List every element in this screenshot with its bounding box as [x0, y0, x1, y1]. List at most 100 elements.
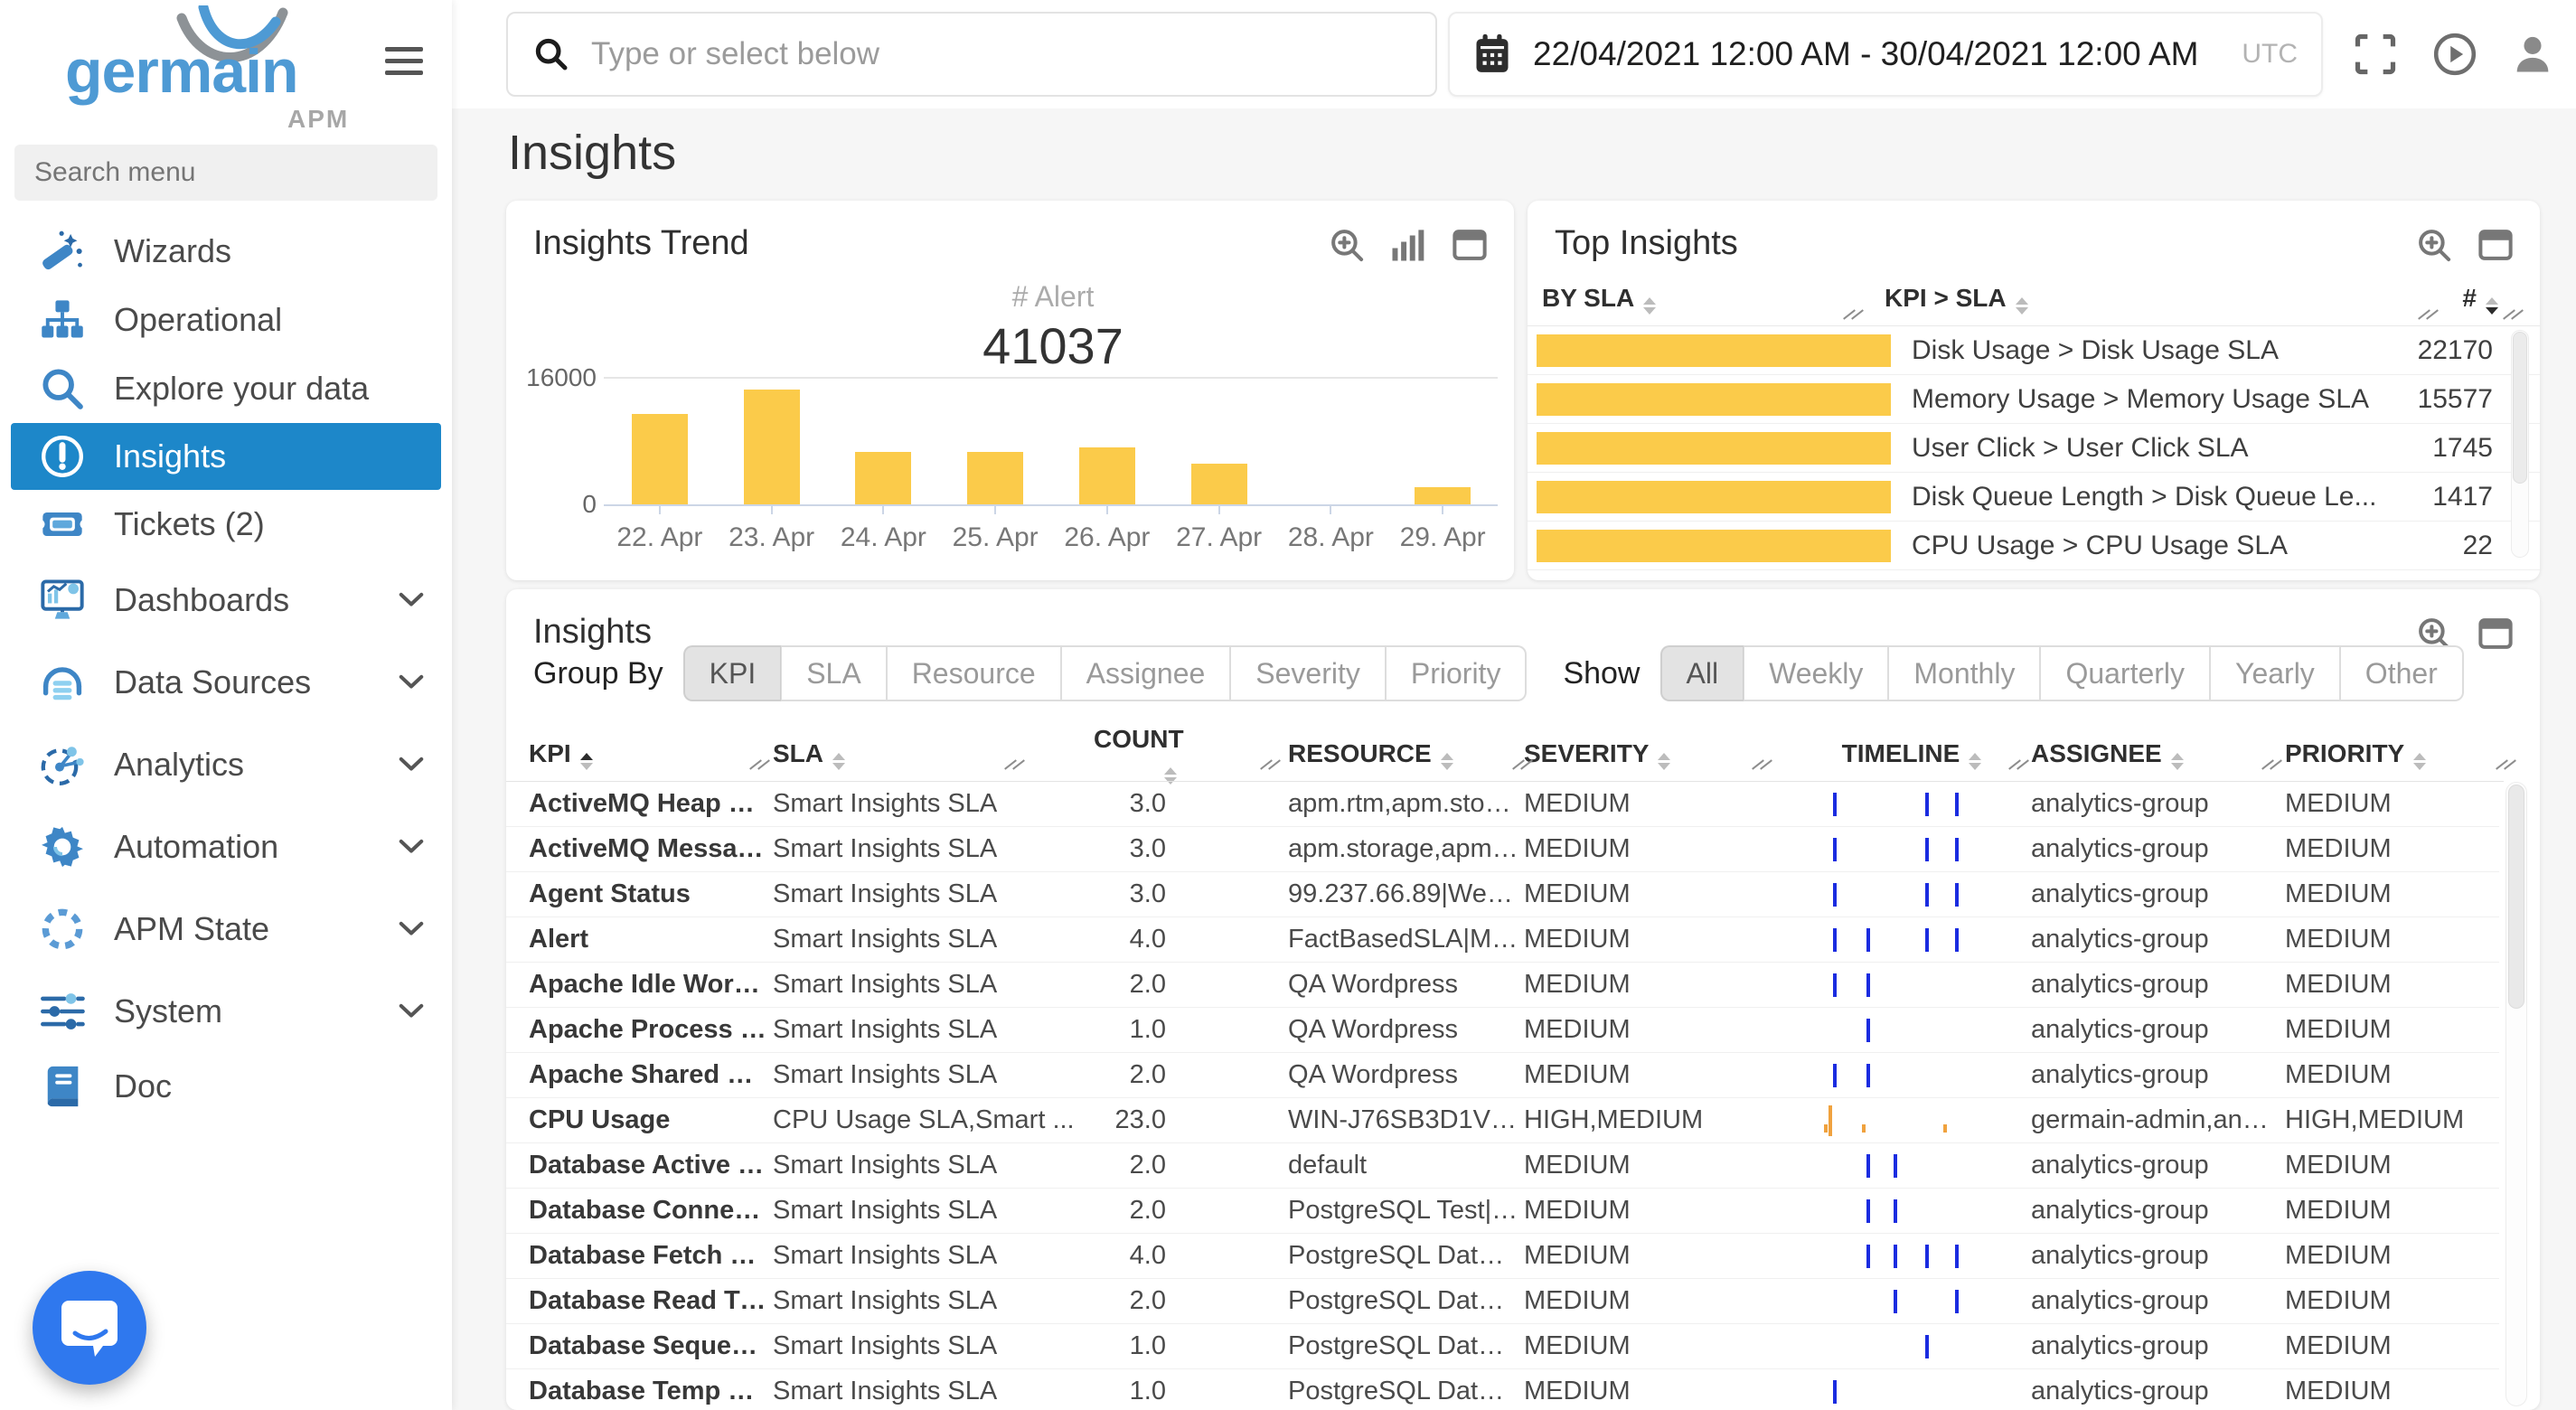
user-profile-icon[interactable] [2509, 31, 2556, 78]
table-row[interactable]: Agent Status Smart Insights SLA 3.0 99.237.… [506, 872, 2499, 917]
sidebar-item-operational[interactable]: Operational [0, 286, 452, 354]
sidebar-item-automation[interactable]: Automation [0, 805, 452, 888]
cell-count: 1.0 [1129, 1015, 1166, 1044]
sidebar-item-insights[interactable]: Insights [11, 423, 441, 490]
bar-26-apr[interactable] [1078, 447, 1135, 504]
group-by-kpi[interactable]: KPI [682, 645, 782, 701]
column-resize-handle[interactable] [1751, 757, 1774, 773]
bar-25-apr[interactable] [967, 452, 1024, 504]
table-row[interactable]: Apache Process CountSmart Insights SLA 1.… [506, 1008, 2499, 1053]
window-icon[interactable] [1451, 226, 1489, 264]
column-header-count[interactable]: # [2462, 284, 2498, 315]
bar-29-apr[interactable] [1415, 487, 1471, 504]
bar-22-apr[interactable] [631, 414, 688, 504]
sidebar-search-input[interactable] [14, 145, 437, 201]
chat-launcher-button[interactable] [33, 1271, 146, 1385]
column-resize-handle[interactable] [2007, 757, 2031, 773]
group-by-priority[interactable]: Priority [1385, 645, 1528, 701]
top-insight-row[interactable]: CPU Usage > CPU Usage SLA 22 [1528, 522, 2540, 570]
column-resize-handle[interactable] [2495, 757, 2518, 773]
table-row[interactable]: Alert Smart Insights SLA 4.0 FactBasedSLA|M… [506, 917, 2499, 963]
sidebar-item-system[interactable]: System [0, 970, 452, 1052]
global-search-input[interactable] [591, 36, 1410, 72]
timeline-mark [1894, 1244, 1897, 1268]
column-header-priority[interactable]: PRIORITY [2279, 739, 2487, 770]
column-resize-handle[interactable] [1842, 307, 1866, 323]
show-all[interactable]: All [1659, 645, 1744, 701]
fullscreen-icon[interactable] [2352, 31, 2399, 78]
scrollbar-thumb[interactable] [2508, 785, 2524, 1009]
table-row[interactable]: CPU Usage CPU Usage SLA,Smart ... 23.0 WIN-… [506, 1098, 2499, 1143]
column-resize-handle[interactable] [1003, 757, 1027, 773]
column-resize-handle[interactable] [748, 757, 772, 773]
bar-23-apr[interactable] [743, 390, 800, 504]
hamburger-menu-icon[interactable] [385, 47, 423, 82]
table-row[interactable]: Database ConnectionsSmart Insights SLA 2.… [506, 1189, 2499, 1234]
scrollbar-thumb[interactable] [2513, 332, 2527, 484]
column-resize-handle[interactable] [2502, 307, 2525, 323]
window-icon[interactable] [2477, 615, 2515, 653]
column-header-assignee[interactable]: ASSIGNEE [2025, 739, 2279, 770]
chart-bars-icon[interactable] [1389, 226, 1427, 264]
group-by-severity[interactable]: Severity [1230, 645, 1386, 701]
sidebar-item-analytics[interactable]: Analytics [0, 723, 452, 805]
group-by-resource[interactable]: Resource [886, 645, 1061, 701]
table-row[interactable]: ActiveMQ Message B...Smart Insights SLA 3… [506, 827, 2499, 872]
column-header-sla[interactable]: SLA [773, 739, 1094, 770]
x-tick [939, 506, 1051, 514]
column-header-by-sla[interactable]: BY SLA [1542, 284, 1657, 315]
column-resize-handle[interactable] [1259, 757, 1283, 773]
table-row[interactable]: Database Fetch Rate Smart Insights SLA 4.0… [506, 1234, 2499, 1279]
column-header-timeline[interactable]: TIMELINE [1799, 739, 2025, 770]
table-row[interactable]: Database Read Time Smart Insights SLA 2.0 P… [506, 1279, 2499, 1324]
window-icon[interactable] [2477, 226, 2515, 264]
group-by-sla[interactable]: SLA [781, 645, 887, 701]
table-row[interactable]: ActiveMQ Heap UsageSmart Insights SLA 3.0… [506, 782, 2499, 827]
global-search-box[interactable] [506, 12, 1437, 97]
zoom-in-icon[interactable] [1328, 226, 1366, 264]
timeline-mark [1954, 1289, 1959, 1313]
show-other[interactable]: Other [2339, 645, 2464, 701]
play-icon[interactable] [2431, 31, 2478, 78]
cell-priority: MEDIUM [2285, 879, 2392, 908]
sidebar-item-wizards[interactable]: Wizards [0, 217, 452, 286]
sidebar-item-explore-your-data[interactable]: Explore your data [0, 354, 452, 423]
cell-priority: MEDIUM [2285, 1196, 2392, 1225]
top-insight-row[interactable]: Disk Queue Length > Disk Queue Le... 1417 [1528, 473, 2540, 522]
table-row[interactable]: Database Temp Writ...Smart Insights SLA 1… [506, 1369, 2499, 1410]
table-row[interactable]: Database Active Ses...Smart Insights SLA… [506, 1143, 2499, 1189]
column-header-resource[interactable]: RESOURCE [1184, 739, 1518, 770]
top-insight-row[interactable]: User Click > User Click SLA 1745 [1528, 424, 2540, 473]
sidebar-item-tickets-2[interactable]: Tickets (2) [0, 490, 452, 559]
column-resize-handle[interactable] [1511, 757, 1535, 773]
column-resize-handle[interactable] [2261, 757, 2284, 773]
sidebar-item-apm-state[interactable]: APM State [0, 888, 452, 970]
show-weekly[interactable]: Weekly [1744, 645, 1889, 701]
bar-24-apr[interactable] [855, 452, 912, 504]
column-header-kpi-sla[interactable]: KPI > SLA [1885, 284, 2028, 315]
top-insight-row[interactable]: Memory Usage > Memory Usage SLA 15577 [1528, 375, 2540, 424]
column-header-kpi[interactable]: KPI [529, 739, 773, 770]
show-yearly[interactable]: Yearly [2210, 645, 2340, 701]
top-insights-scrollbar[interactable] [2511, 330, 2529, 558]
zoom-in-icon[interactable] [2415, 226, 2453, 264]
sidebar-item-dashboards[interactable]: Dashboards [0, 559, 452, 641]
top-insight-row[interactable]: Disk Usage > Disk Usage SLA 22170 [1528, 326, 2540, 375]
bar-27-apr[interactable] [1190, 464, 1247, 504]
cell-sla: Smart Insights SLA [773, 970, 998, 999]
column-header-severity[interactable]: SEVERITY [1518, 739, 1799, 770]
show-monthly[interactable]: Monthly [1888, 645, 2041, 701]
table-row[interactable]: Apache Shared Mem...Smart Insights SLA 2.… [506, 1053, 2499, 1098]
group-by-assignee[interactable]: Assignee [1060, 645, 1231, 701]
show-quarterly[interactable]: Quarterly [2040, 645, 2211, 701]
table-scrollbar[interactable] [2505, 782, 2527, 1406]
date-range-picker[interactable]: 22/04/2021 12:00 AM - 30/04/2021 12:00 A… [1448, 12, 2323, 97]
sidebar-item-data-sources[interactable]: Data Sources [0, 641, 452, 723]
sidebar-item-doc[interactable]: Doc [0, 1052, 452, 1121]
table-row[interactable]: Apache Idle Workers Smart Insights SLA 2.0… [506, 963, 2499, 1008]
column-header-count[interactable]: COUNT [1094, 725, 1184, 785]
cell-priority: MEDIUM [2285, 789, 2392, 818]
cell-kpi: ActiveMQ Heap Usage [529, 789, 773, 818]
column-resize-handle[interactable] [2417, 307, 2440, 323]
table-row[interactable]: Database Sequential...Smart Insights SLA… [506, 1324, 2499, 1369]
